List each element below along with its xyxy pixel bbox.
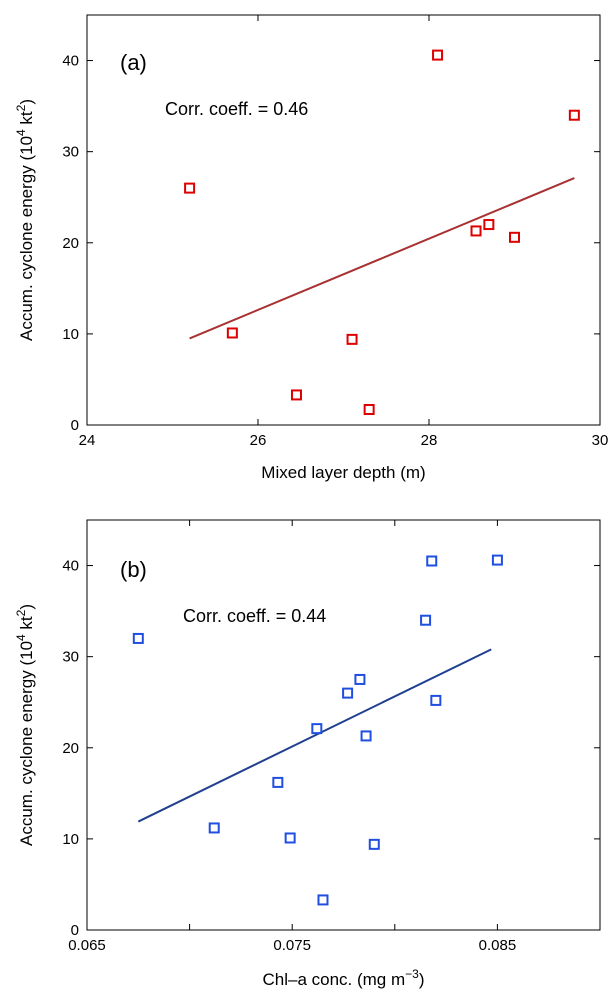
pa-ytick-label: 30 <box>62 144 79 161</box>
pa-data-point <box>483 219 495 231</box>
pa-data-point <box>470 225 482 237</box>
pa-panel-label: (a) <box>120 50 147 75</box>
pa-xtick-label: 26 <box>250 432 267 449</box>
pb-ytick-label: 0 <box>71 922 79 939</box>
pb-data-point <box>360 730 372 742</box>
pa-data-point <box>432 49 444 61</box>
pb-data-point <box>342 687 354 699</box>
pb-xtick-label: 0.065 <box>68 937 106 954</box>
panel-b: 0.065 0.075 0.085 0 10 20 30 40 (b) Corr. coeff. … <box>14 519 601 989</box>
pa-data-point <box>184 182 196 194</box>
pb-data-point <box>430 694 442 706</box>
pb-xtick-label: 0.075 <box>273 937 311 954</box>
pb-ytick-label: 20 <box>62 740 79 757</box>
pa-x-axis-label: Mixed layer depth (m) <box>261 463 425 482</box>
pb-ytick-label: 10 <box>62 831 79 848</box>
pa-data-point <box>363 404 375 416</box>
pb-xtick-label: 0.085 <box>479 937 517 954</box>
pa-ytick-label: 20 <box>62 235 79 252</box>
pb-data-point <box>311 723 323 735</box>
pb-ytick-label: 40 <box>62 558 79 575</box>
pb-panel-label: (b) <box>120 557 147 582</box>
pb-y-axis-label: Accum. cyclone energy (104 kt2) <box>14 604 36 846</box>
pb-data-point <box>420 614 432 626</box>
pa-xtick-label: 24 <box>79 432 96 449</box>
pb-data-point <box>354 673 366 685</box>
pa-data-point <box>509 231 520 243</box>
pa-data-point <box>568 109 580 121</box>
pa-ytick-label: 0 <box>71 417 79 434</box>
pb-correlation-annotation: Corr. coeff. = 0.44 <box>183 606 326 626</box>
pb-data-point <box>317 894 329 906</box>
pb-data-point <box>132 632 144 644</box>
pa-plot-frame <box>86 14 601 426</box>
pb-plot-frame <box>86 519 601 931</box>
pa-data-point <box>226 327 238 339</box>
panel-a: 24 26 28 30 0 10 20 30 40 (a) Corr. coeff. = 0.46 M… <box>14 14 609 482</box>
pa-data-point <box>290 389 302 401</box>
pb-regression-line <box>137 648 492 823</box>
pa-y-axis-label: Accum. cyclone energy (104 kt2) <box>14 99 36 341</box>
pb-data-point <box>284 832 296 844</box>
pa-xtick-label: 28 <box>421 432 438 449</box>
pa-regression-line <box>189 177 575 340</box>
pa-data-point <box>346 333 358 345</box>
pb-data-point <box>491 554 503 566</box>
pb-data-point <box>368 838 380 850</box>
pb-data-point <box>272 776 284 788</box>
pa-correlation-annotation: Corr. coeff. = 0.46 <box>165 99 308 119</box>
pb-ytick-label: 30 <box>62 649 79 666</box>
pb-x-axis-label: Chl–a conc. (mg m−3) <box>262 967 424 989</box>
pa-ytick-label: 40 <box>62 53 79 70</box>
pb-data-point <box>426 555 438 567</box>
pa-xtick-label: 30 <box>592 432 609 449</box>
pa-ytick-label: 10 <box>62 326 79 343</box>
pb-data-point <box>208 822 220 834</box>
